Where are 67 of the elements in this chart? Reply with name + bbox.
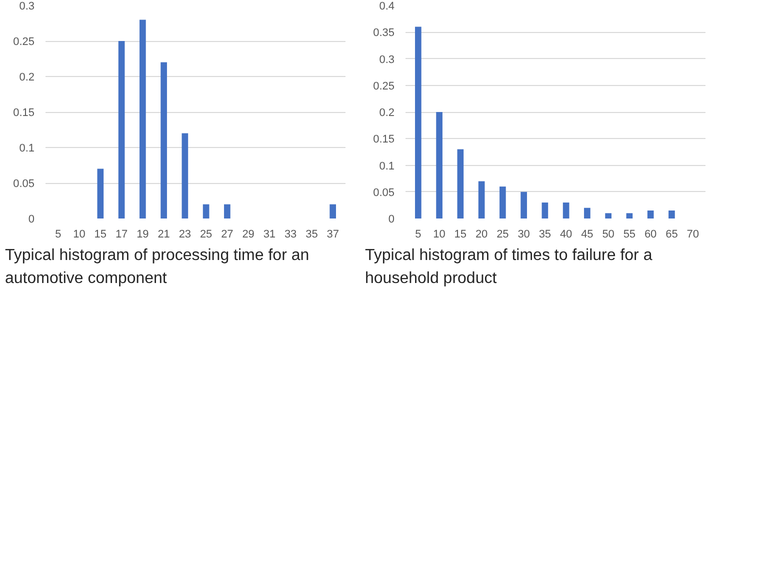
x-tick-label: 19 <box>136 228 149 240</box>
bar <box>647 210 654 218</box>
y-tick-label: 0.2 <box>379 107 395 119</box>
bar <box>182 133 188 218</box>
bar <box>457 149 464 218</box>
y-tick-label: 0.25 <box>373 80 395 92</box>
y-tick-label: 0.35 <box>373 27 395 40</box>
x-tick-label: 10 <box>73 228 86 240</box>
text: Typical histogram of times to failure for a household product <box>365 246 654 289</box>
x-tick-label: 35 <box>538 228 552 240</box>
x-tick-label: 21 <box>158 228 170 240</box>
y-tick-label: 0.05 <box>13 178 35 190</box>
y-tick-label: 0.1 <box>19 142 35 154</box>
bar <box>415 26 422 218</box>
x-tick-label: 17 <box>115 228 128 240</box>
bar <box>224 204 230 218</box>
bar <box>542 202 548 218</box>
bar <box>478 181 485 218</box>
y-tick-label: 0.15 <box>373 134 395 146</box>
x-tick-label: 25 <box>496 228 509 240</box>
y-tick-label: 0 <box>28 214 35 226</box>
bar <box>97 168 104 218</box>
bar <box>668 210 675 218</box>
x-tick-label: 33 <box>284 228 297 240</box>
x-tick-label: 15 <box>454 228 467 240</box>
bar <box>118 41 125 218</box>
x-tick-label: 31 <box>263 228 276 240</box>
bar <box>605 213 612 218</box>
x-tick-label: 35 <box>306 228 318 240</box>
x-tick-label: 60 <box>644 228 657 240</box>
bar <box>562 202 570 218</box>
y-tick-label: 0.1 <box>379 160 395 172</box>
x-tick-label: 5 <box>415 228 422 240</box>
x-tick-label: 5 <box>55 228 62 240</box>
x-tick-label: 20 <box>475 228 488 240</box>
y-tick-label: 0.3 <box>19 0 35 12</box>
bar <box>500 186 506 218</box>
x-tick-label: 45 <box>581 228 594 240</box>
bar <box>202 204 210 218</box>
x-tick-label: 27 <box>221 228 234 240</box>
bar <box>520 192 527 218</box>
x-tick-label: 55 <box>623 228 636 240</box>
x-tick-label: 15 <box>94 228 107 240</box>
bar <box>584 208 590 218</box>
bar <box>436 112 442 218</box>
x-tick-label: 37 <box>326 228 339 240</box>
x-tick-label: 29 <box>242 228 254 240</box>
x-tick-label: 40 <box>560 228 572 240</box>
x-tick-label: 10 <box>433 228 446 240</box>
y-tick-label: 0.2 <box>19 72 35 84</box>
bar <box>140 20 146 218</box>
x-tick-label: 25 <box>200 228 212 240</box>
y-tick-label: 0.25 <box>13 36 35 48</box>
x-tick-label: 23 <box>178 228 192 240</box>
y-tick-label: 0.15 <box>13 107 35 119</box>
y-tick-label: 0 <box>388 214 395 226</box>
x-tick-label: 70 <box>686 228 699 240</box>
text: Typical histogram of processing time for an automotive component <box>5 246 310 289</box>
bar <box>626 213 633 218</box>
y-tick-label: 0.4 <box>379 0 395 12</box>
x-tick-label: 30 <box>518 228 530 240</box>
x-tick-label: 65 <box>666 228 678 240</box>
bar <box>160 62 167 218</box>
y-tick-label: 0.3 <box>379 54 395 66</box>
x-tick-label: 50 <box>602 228 614 240</box>
y-tick-label: 0.05 <box>373 186 395 199</box>
bar <box>330 204 336 218</box>
